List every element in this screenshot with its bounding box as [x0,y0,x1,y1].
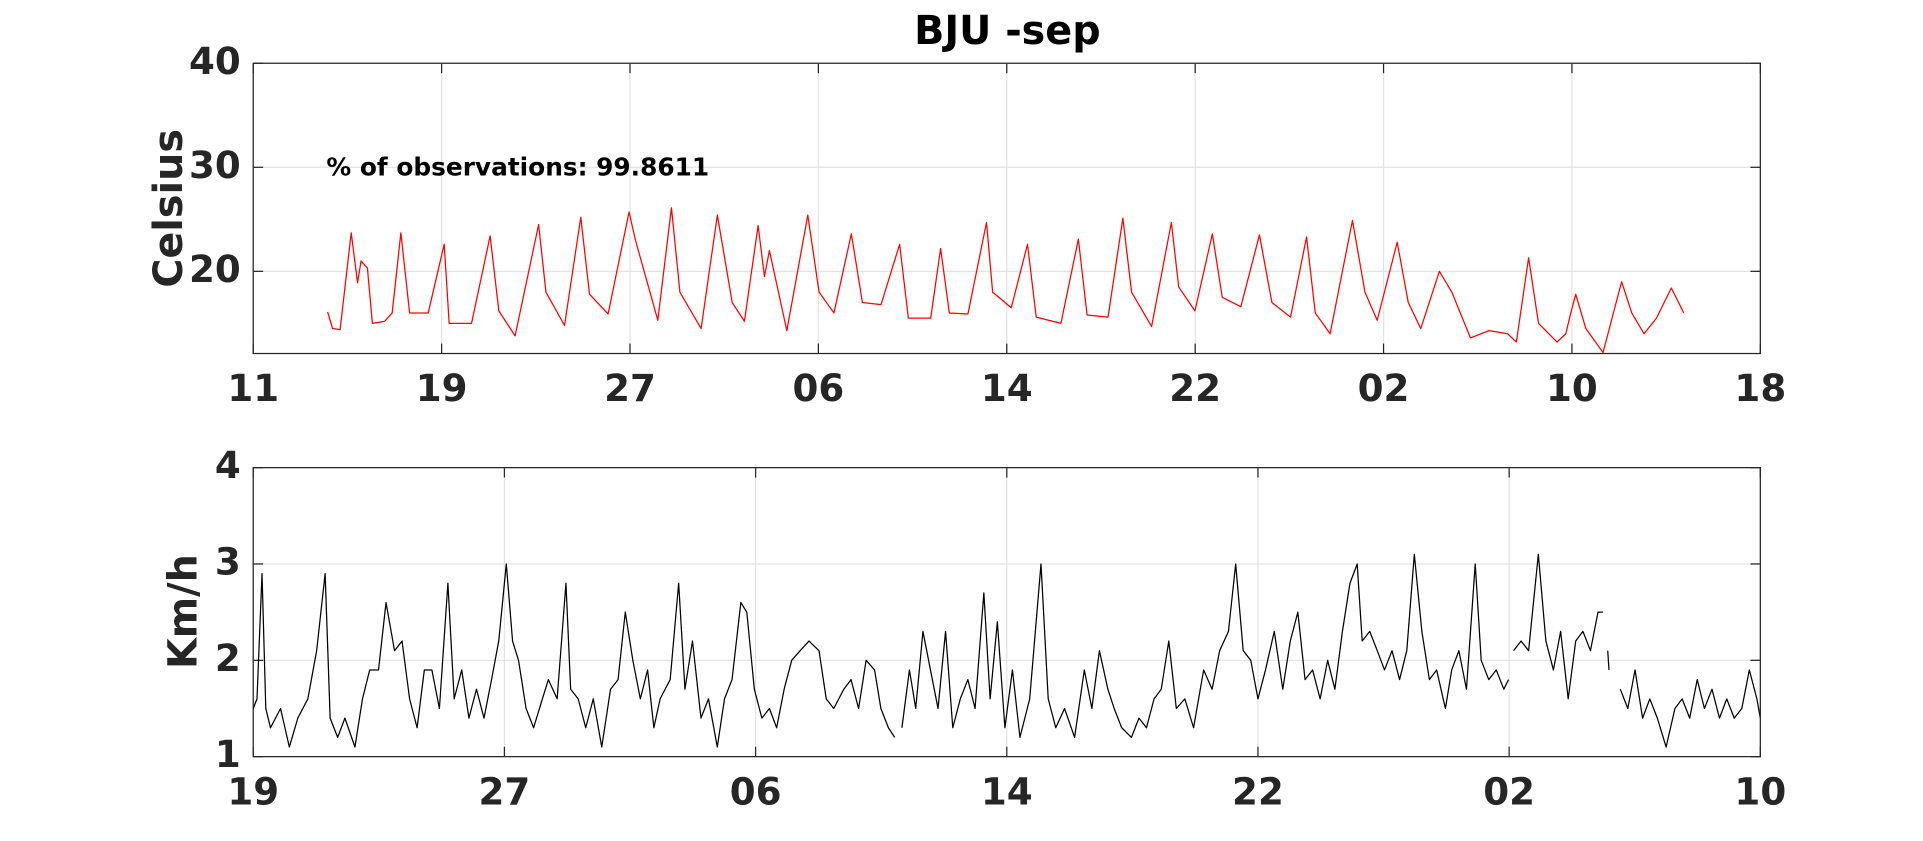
y-tick-label: 4 [215,443,241,487]
y-tick-label: 1 [215,732,241,776]
y-tick-label: 20 [189,247,241,291]
x-tick-label: 06 [792,366,844,410]
y-tick-label: 2 [215,636,241,680]
y-tick-label: 40 [189,39,241,83]
x-tick-label: 10 [1546,366,1598,410]
x-tick-label: 27 [604,366,656,410]
data-line [252,553,1761,748]
plot-frame [252,62,1761,355]
x-tick-label: 02 [1483,769,1535,813]
x-tick-label: 19 [227,769,279,813]
x-tick-label: 14 [981,366,1033,410]
annotation: % of observations: 99.8611 [326,153,709,182]
x-tick-label: 22 [1169,366,1221,410]
x-tick-label: 06 [730,769,782,813]
chart-title: BJU -sep [914,8,1100,54]
y-tick-label: 30 [189,143,241,187]
x-tick-label: 02 [1358,366,1410,410]
data-line [327,207,1685,354]
y-axis-label: Km/h [161,554,207,669]
y-axis-label: Celsius [146,129,192,288]
x-tick-label: 18 [1734,366,1786,410]
plot-frame [252,467,1761,758]
x-tick-label: 10 [1734,769,1786,813]
x-tick-label: 11 [227,366,279,410]
x-tick-label: 27 [479,769,531,813]
x-tick-label: 22 [1232,769,1284,813]
x-tick-label: 19 [416,366,468,410]
y-tick-label: 3 [215,539,241,583]
x-tick-label: 14 [981,769,1033,813]
